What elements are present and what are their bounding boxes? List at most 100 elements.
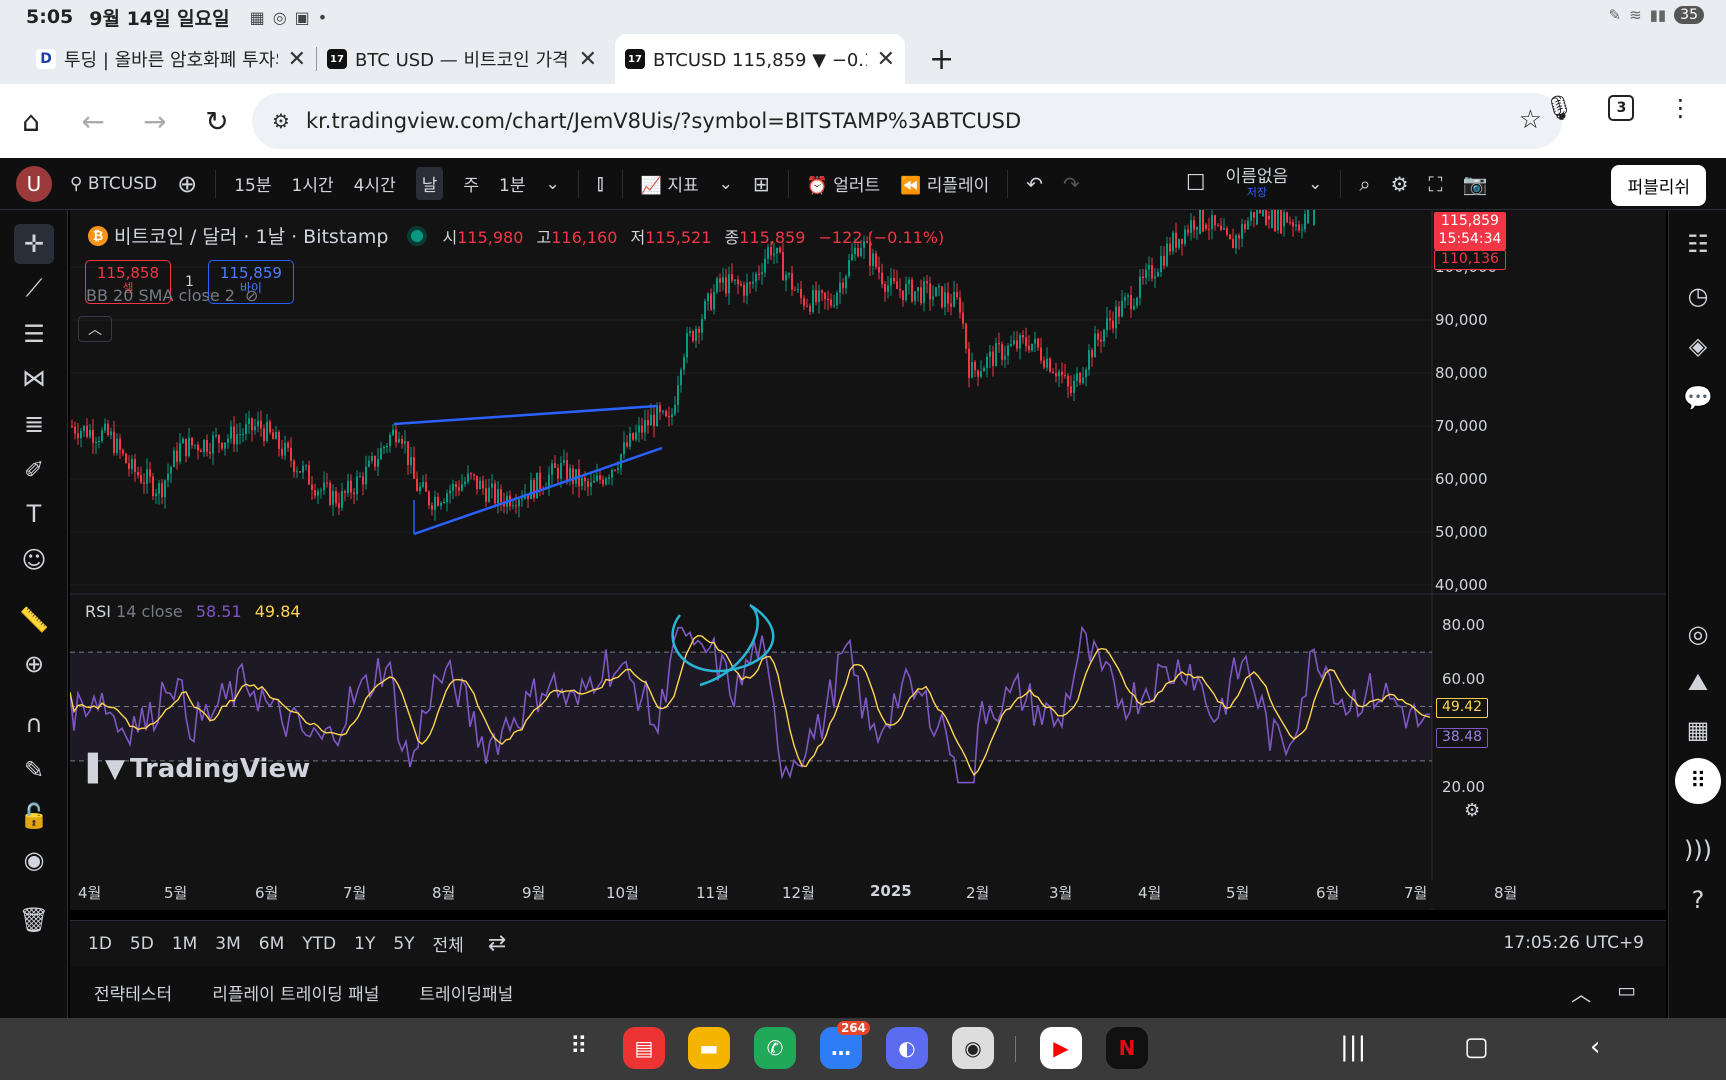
range-all[interactable]: 전체: [432, 936, 464, 956]
browser-tab-2[interactable]: 17 BTC USD — 비트코인 가격 및 차 ✕: [317, 39, 607, 79]
maximize-panel-icon[interactable]: ▭: [1617, 978, 1636, 1002]
redo-icon[interactable]: ↷: [1063, 171, 1080, 196]
undo-icon[interactable]: ↶: [1026, 171, 1044, 196]
menu-kebab-icon[interactable]: ⋮: [1668, 94, 1693, 122]
trash-icon[interactable]: 🗑: [18, 906, 50, 934]
netflix-app-icon[interactable]: N: [1106, 1027, 1148, 1069]
pencil-lock-icon[interactable]: ✎: [23, 756, 45, 784]
layout-icon[interactable]: ☐: [1185, 171, 1206, 196]
help-icon[interactable]: ?: [1691, 886, 1705, 914]
range-5y[interactable]: 5Y: [393, 933, 415, 954]
home-button-icon[interactable]: ▢: [1464, 1032, 1489, 1062]
tab-trading-panel[interactable]: 트레이딩패널: [419, 984, 514, 1005]
replay-button[interactable]: ⏪ 리플레이: [900, 171, 989, 196]
trendline-icon[interactable]: ⟋: [25, 274, 43, 302]
url-field[interactable]: ⚙ kr.tradingview.com/chart/JemV8Uis/?sym…: [252, 93, 1562, 149]
calendar-icon[interactable]: ▦: [1686, 716, 1710, 744]
ruler-icon[interactable]: 📏: [19, 606, 49, 634]
candle-type-icon[interactable]: ⫾: [596, 171, 604, 196]
tradingview-logo[interactable]: ▌▼ TradingView: [88, 754, 310, 784]
fullscreen-icon[interactable]: ⛶: [1428, 171, 1443, 196]
bb-indicator-legend[interactable]: BB 20 SMA close 2 ⊘: [86, 286, 258, 305]
range-1d[interactable]: 1D: [88, 933, 112, 954]
time-axis[interactable]: 4월 5월 6월 7월 8월 9월 10월 11월 12월 2025 2월 3월…: [70, 880, 1666, 908]
order-qty[interactable]: 1: [185, 274, 194, 290]
tab-strategy-tester[interactable]: 전략테스터: [94, 984, 173, 1005]
indicators-dropdown-icon[interactable]: ⌄: [718, 173, 733, 194]
interval-dropdown-icon[interactable]: ⌄: [545, 173, 560, 194]
brush-icon[interactable]: ✐: [23, 456, 45, 484]
axis-settings-icon[interactable]: ⚙: [1464, 800, 1481, 821]
site-settings-icon[interactable]: ⚙: [272, 109, 290, 133]
range-1y[interactable]: 1Y: [354, 933, 376, 954]
interval-1m[interactable]: 1분: [499, 176, 526, 196]
watchlist-icon[interactable]: ☷: [1687, 230, 1709, 258]
tab-switcher-button[interactable]: 3: [1608, 95, 1635, 121]
utc-clock[interactable]: 17:05:26 UTC+9: [1503, 933, 1644, 953]
files-app-icon[interactable]: ▬: [688, 1027, 730, 1069]
app-drawer-icon[interactable]: ⠿: [570, 1032, 588, 1060]
phone-app-icon[interactable]: ✆: [754, 1027, 796, 1069]
close-tab-icon[interactable]: ✕: [876, 46, 895, 72]
emoji-icon[interactable]: ☺: [21, 546, 47, 574]
interval-4h[interactable]: 4시간: [353, 176, 396, 196]
horizontal-lines-icon[interactable]: ☰: [23, 320, 45, 348]
reload-icon[interactable]: ↻: [205, 104, 229, 138]
eye-icon[interactable]: ◉: [23, 846, 45, 874]
tab-replay-trading[interactable]: 리플레이 트레이딩 패널: [212, 984, 380, 1005]
goto-date-icon[interactable]: ⇄: [487, 931, 507, 956]
browser-tab-1[interactable]: D 투딩 | 올바른 암호화폐 투자의 도 ✕: [26, 39, 316, 79]
symbol-title[interactable]: 비트코인 / 달러 · 1날 · Bitstamp: [114, 226, 389, 248]
target-icon[interactable]: ◎: [1687, 620, 1709, 648]
indicators-button[interactable]: 📈 지표: [641, 171, 699, 196]
quick-search-icon[interactable]: ⌕: [1359, 171, 1371, 196]
apps-grid-icon[interactable]: ⠿: [1675, 758, 1721, 804]
youtube-app-icon[interactable]: ▶: [1040, 1027, 1082, 1069]
user-avatar[interactable]: U: [16, 165, 52, 202]
settings-gear-icon[interactable]: ⚙: [1390, 171, 1409, 196]
interval-1h[interactable]: 1시간: [291, 176, 334, 196]
sell-button[interactable]: 115,858 셀: [85, 260, 171, 304]
buy-button[interactable]: 115,859 바이: [207, 260, 294, 304]
text-icon[interactable]: T: [26, 500, 42, 528]
zoom-in-icon[interactable]: ⊕: [23, 650, 45, 678]
publish-button[interactable]: 퍼블리쉬: [1611, 165, 1706, 206]
chart-canvas[interactable]: [70, 210, 1666, 910]
recents-icon[interactable]: |||: [1340, 1032, 1367, 1062]
close-tab-icon[interactable]: ✕: [287, 46, 306, 72]
alerts-clock-icon[interactable]: ◷: [1687, 282, 1709, 310]
mic-icon[interactable]: 🎙: [1544, 94, 1575, 122]
range-6m[interactable]: 6M: [258, 933, 285, 954]
range-5d[interactable]: 5D: [129, 933, 154, 954]
interval-15m[interactable]: 15분: [234, 176, 272, 196]
messages-app-icon[interactable]: … 264: [820, 1021, 870, 1069]
range-3m[interactable]: 3M: [215, 933, 241, 954]
interval-week[interactable]: 주: [463, 176, 479, 196]
ideas-icon[interactable]: ⛰: [1687, 668, 1709, 696]
layout-dropdown-icon[interactable]: ⌄: [1308, 173, 1323, 194]
interval-day[interactable]: 날: [415, 167, 444, 200]
bookmark-star-icon[interactable]: ☆: [1518, 105, 1542, 135]
chevron-up-icon[interactable]: ︿: [1571, 982, 1592, 1006]
home-icon[interactable]: ⌂: [22, 104, 40, 138]
broadcast-icon[interactable]: ))): [1683, 836, 1713, 864]
back-button-icon[interactable]: ‹: [1590, 1032, 1601, 1062]
layers-icon[interactable]: ◈: [1688, 332, 1708, 360]
alert-button[interactable]: ⏰ 얼러트: [807, 171, 881, 196]
magnet-icon[interactable]: ∩: [25, 710, 43, 738]
hidden-eye-icon[interactable]: ⊘: [244, 286, 259, 305]
crosshair-icon[interactable]: ✛: [14, 224, 54, 264]
back-icon[interactable]: ←: [81, 104, 105, 138]
compare-add-icon[interactable]: ⊕: [177, 169, 198, 198]
chat-icon[interactable]: 💬: [1683, 384, 1713, 412]
url-text[interactable]: kr.tradingview.com/chart/JemV8Uis/?symbo…: [305, 109, 1022, 133]
symbol-search[interactable]: ⚲ BTCUSD: [70, 174, 157, 194]
collapse-legend-button[interactable]: ︿: [78, 316, 112, 342]
camera-app-icon[interactable]: ◉: [952, 1027, 994, 1069]
new-tab-icon[interactable]: +: [929, 41, 955, 77]
camera-icon[interactable]: 📷: [1462, 171, 1488, 196]
lock-icon[interactable]: 🔓: [19, 802, 49, 830]
templates-grid-icon[interactable]: ⊞: [752, 171, 770, 196]
forward-icon[interactable]: →: [143, 104, 167, 138]
notes-app-icon[interactable]: ▤: [623, 1027, 665, 1069]
